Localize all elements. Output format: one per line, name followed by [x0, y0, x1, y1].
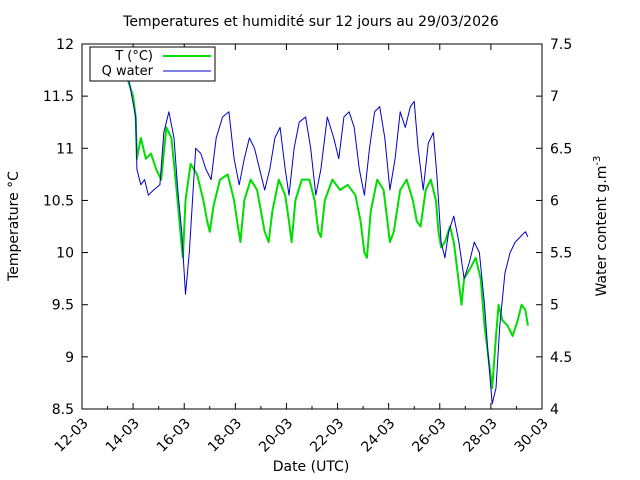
y-left-tick-label: 12 [56, 37, 74, 53]
x-axis-label: Date (UTC) [273, 459, 350, 475]
y-right-tick-label: 7 [550, 89, 559, 105]
y-left-tick-label: 10.5 [43, 193, 74, 209]
x-tick-label: 22-03 [307, 415, 347, 455]
x-tick-label: 26-03 [409, 415, 449, 455]
series-layer [127, 75, 529, 405]
x-tick-label: 14-03 [103, 415, 143, 455]
y-left-tick-label: 9.5 [52, 298, 74, 314]
y-right-tick-label: 5 [550, 298, 559, 314]
y-left-tick-label: 10 [56, 246, 74, 262]
y-left-tick-label: 11.5 [43, 89, 74, 105]
x-tick-label: 30-03 [512, 415, 552, 455]
y-axis-label-right-base: Water content g.m [594, 166, 610, 297]
y-right-tick-label: 7.5 [550, 37, 572, 53]
x-tick-label: 12-03 [52, 415, 92, 455]
y-axis-label-right-sup: -3 [592, 156, 603, 166]
water-content-series-line [127, 75, 529, 405]
y-right-tick-label: 5.5 [550, 246, 572, 262]
y-left-tick-label: 9 [65, 350, 74, 366]
x-tick-label: 24-03 [358, 415, 398, 455]
x-tick-label: 18-03 [205, 415, 245, 455]
legend-label-water: Q water [102, 64, 154, 79]
y-left-tick-label: 8.5 [52, 402, 74, 418]
y-axis-label-right: Water content g.m-3 [592, 156, 610, 297]
legend: T (°C) Q water [89, 46, 216, 82]
chart-title: Temperatures et humidité sur 12 jours au… [122, 14, 499, 30]
legend-box [89, 46, 216, 82]
y-right-tick-label: 4.5 [550, 350, 572, 366]
y-right-tick-label: 4 [550, 402, 559, 418]
x-tick-label: 28-03 [461, 415, 501, 455]
y-axis-label-left: Temperature °C [6, 171, 22, 282]
y-right-tick-label: 6 [550, 193, 559, 209]
temperature-series-line [127, 80, 529, 390]
plot-frame [81, 43, 543, 410]
x-tick-label: 20-03 [256, 415, 296, 455]
tick-labels: 12-03 14-03 16-03 18-03 20-03 22-03 24-03 26-03… [43, 37, 572, 456]
x-tick-label: 16-03 [154, 415, 194, 455]
legend-label-temperature: T (°C) [114, 49, 153, 64]
tick-marks [81, 43, 543, 410]
y-right-tick-label: 6.5 [550, 141, 572, 157]
y-left-tick-label: 11 [56, 141, 74, 157]
